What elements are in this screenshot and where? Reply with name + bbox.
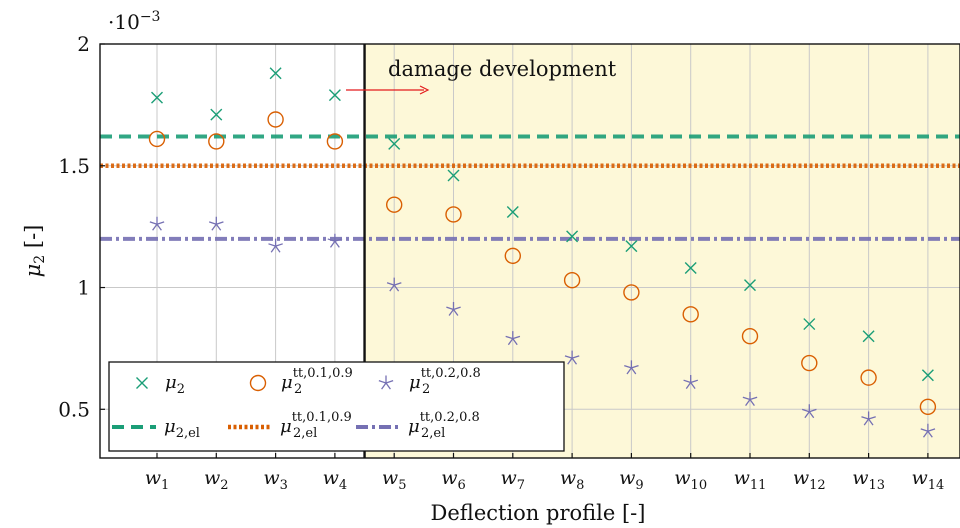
- x-tick-label-w7: w7: [501, 467, 526, 493]
- data-point-s3-w8: [564, 350, 580, 365]
- data-point-s3-w14: [920, 423, 936, 438]
- x-tick-label-w10: w10: [674, 467, 707, 493]
- data-points-layer: [148, 67, 937, 438]
- x-tick-label-w5: w5: [382, 467, 407, 493]
- x-tick-label-w8: w8: [560, 467, 585, 493]
- data-point-s1-w12: [803, 318, 816, 331]
- x-tick-label-w4: w4: [323, 467, 348, 493]
- data-point-s2-w7: [504, 247, 521, 265]
- x-tick-label-w3: w3: [263, 467, 288, 493]
- data-point-s2-w5: [386, 196, 403, 213]
- legend-line-label-3: μtt,0.2,0.8 2,el: [408, 410, 480, 441]
- y-tick-label: 1: [77, 276, 90, 300]
- y-tick-label: 2: [77, 32, 90, 56]
- y-tick-label: 1.5: [58, 154, 90, 178]
- data-point-s2-w10: [682, 306, 699, 323]
- annotation-label: damage development: [388, 57, 617, 81]
- annotation-arrow-head: [419, 85, 430, 95]
- data-point-s1-w13: [862, 330, 875, 343]
- data-point-s2-w12: [801, 354, 818, 372]
- y-tick-label: 0.5: [58, 397, 90, 421]
- data-point-s2-w11: [741, 328, 759, 345]
- data-point-s1-w1: [151, 91, 163, 104]
- legend-label-3: μtt,0.2,0.8 2: [409, 366, 481, 397]
- legend-line-label-1: μ2,el: [164, 416, 200, 441]
- data-point-s1-w8: [566, 230, 579, 243]
- data-point-s1-w9: [625, 240, 638, 253]
- x-tick-label-w1: w1: [145, 467, 170, 493]
- reference-lines-layer: [100, 134, 960, 241]
- x-tick-label-w2: w2: [204, 467, 229, 493]
- x-tick-label-w14: w14: [911, 467, 944, 493]
- data-point-s3-w7: [505, 331, 521, 346]
- data-point-s2-w14: [919, 398, 937, 416]
- data-point-s2-w9: [623, 284, 640, 301]
- plot-frame: [99, 43, 960, 459]
- data-point-s2-w2: [208, 133, 225, 150]
- x-axis-label: Deflection profile [-]: [431, 501, 646, 525]
- legend-label-2: μtt,0.1,0.9 2: [281, 366, 353, 397]
- data-point-s3-w11: [742, 392, 758, 407]
- data-point-s3-w10: [683, 375, 699, 389]
- x-tick-label-w13: w13: [852, 467, 885, 493]
- data-point-s2-w8: [563, 272, 581, 289]
- data-point-s2-w4: [326, 133, 344, 150]
- legend-marker-3: [378, 375, 394, 390]
- data-point-s1-w11: [744, 279, 756, 292]
- data-point-s2-w3: [267, 111, 284, 128]
- data-point-s3-w5: [386, 277, 402, 292]
- data-point-s1-w5: [388, 137, 401, 150]
- data-point-s1-w6: [447, 169, 460, 182]
- data-point-s2-w1: [148, 130, 166, 148]
- data-point-s1-w4: [328, 89, 341, 102]
- data-point-s1-w2: [210, 108, 223, 121]
- legend-marker-2: [249, 374, 267, 392]
- legend-line-label-2: μtt,0.1,0.9 2,el: [280, 410, 352, 441]
- y-exponent-label: ·10−3: [108, 9, 160, 34]
- data-point-s3-w13: [861, 411, 876, 426]
- data-point-s3-w2: [208, 216, 224, 231]
- data-point-s1-w3: [269, 67, 282, 80]
- data-point-s2-w13: [860, 369, 877, 386]
- y-axis-label: μ2 [-]: [21, 225, 48, 278]
- x-tick-label-w6: w6: [441, 467, 466, 493]
- data-point-s3-w6: [446, 301, 461, 316]
- annotation-layer: damage development: [346, 57, 617, 95]
- data-point-s3-w9: [624, 360, 639, 375]
- legend: μ2 μtt,0.1,0.9 2 μtt,0.2,0.8 2 μ2,el μtt,0.1,0…: [108, 361, 565, 452]
- legend-label-1: μ2: [165, 372, 185, 397]
- data-point-s3-w4: [327, 233, 343, 248]
- data-point-s2-w6: [445, 206, 462, 223]
- x-tick-label-w11: w11: [734, 467, 767, 493]
- x-tick-label-w9: w9: [619, 467, 644, 493]
- x-tick-label-w12: w12: [793, 467, 826, 493]
- legend-marker-1: [136, 377, 148, 389]
- data-point-s3-w3: [268, 238, 283, 253]
- tick-labels-layer: 0.5 1 1.5 2 ·10−3 w1 w2 w3 w4 w5 w6 w7 w8 w9 w10 w11 w12…: [21, 9, 944, 525]
- data-point-s1-w14: [921, 369, 934, 382]
- data-point-s3-w1: [149, 216, 165, 231]
- data-point-s1-w7: [506, 206, 519, 219]
- data-point-s3-w12: [801, 404, 817, 419]
- data-point-s1-w10: [684, 262, 697, 275]
- legend-box: [108, 361, 565, 452]
